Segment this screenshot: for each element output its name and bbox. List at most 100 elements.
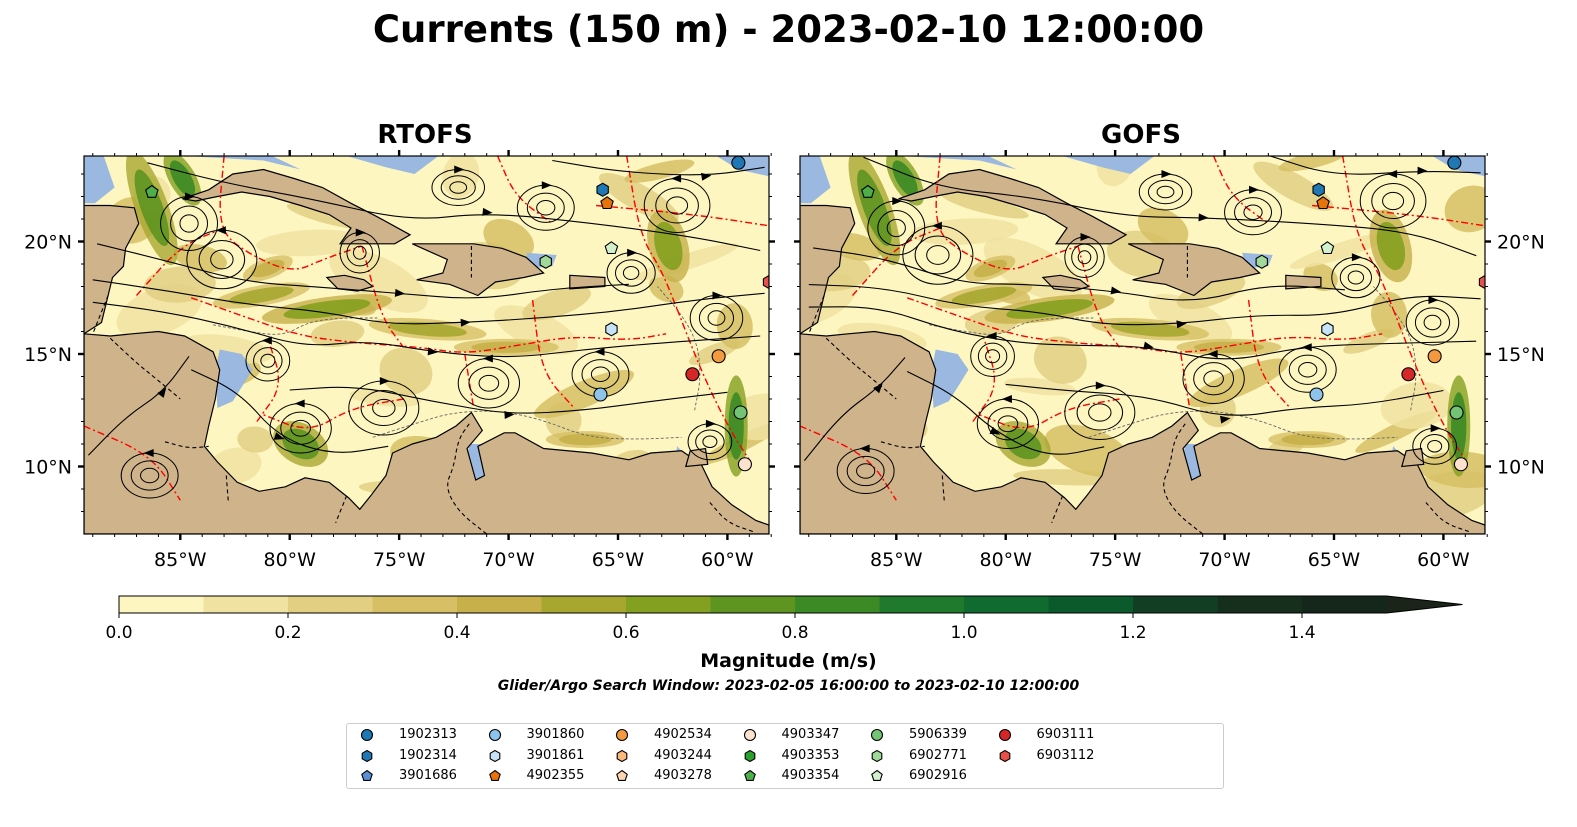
- panel-title-rtofs: RTOFS: [377, 120, 473, 150]
- x-tick-label: 80°W: [979, 549, 1032, 571]
- eez-boundary: [1342, 156, 1394, 310]
- eddy-streamline: [526, 192, 565, 223]
- eddy-streamline: [352, 245, 367, 260]
- shallow-water: [800, 156, 831, 204]
- eddy-streamline: [622, 266, 640, 280]
- float-marker-1902313: [731, 156, 746, 170]
- x-tick-label: 65°W: [592, 549, 645, 571]
- float-marker-3901860: [1309, 387, 1324, 402]
- eddy-streamline: [253, 347, 283, 375]
- eddy-streamline: [614, 259, 648, 287]
- streamline: [92, 279, 765, 325]
- float-marker-6903111: [685, 367, 700, 382]
- float-marker-6902916: [604, 241, 619, 255]
- eddy-streamline: [210, 249, 234, 270]
- streamline-arrow: [541, 181, 552, 190]
- streamline-arrow: [1249, 185, 1260, 194]
- colorbar-tick-label: 1.2: [1119, 623, 1146, 643]
- eez-boundary: [496, 156, 553, 225]
- speed-contour: [379, 347, 433, 396]
- streamline-arrow: [1110, 286, 1122, 295]
- eddy-streamline: [198, 239, 246, 280]
- speed-contour: [169, 160, 196, 197]
- eddy-streamline: [1203, 370, 1224, 388]
- streamline-arrow: [1161, 170, 1172, 178]
- speed-contour: [283, 299, 371, 319]
- legend-label: 1902313: [399, 727, 457, 742]
- streamline-arrow: [273, 432, 285, 440]
- eddy-streamline: [666, 196, 689, 215]
- streamline: [96, 243, 629, 299]
- legend-marker-icon: [488, 728, 501, 742]
- legend-marker-icon: [616, 749, 628, 762]
- streamline-arrow: [1207, 350, 1218, 358]
- eddy-streamline: [856, 463, 876, 479]
- map-panel-rtofs: 85°W 80°W 75°W 70°W 65°W 60°W 20°N 15°N 10°N: [24, 150, 775, 571]
- colorbar-segment: [288, 596, 373, 613]
- eddy-streamline: [1298, 362, 1318, 378]
- eez-boundary: [676, 308, 750, 461]
- legend-marker-6902916: [871, 769, 883, 781]
- eddy-streamline: [1243, 204, 1263, 220]
- land-mass: [800, 204, 856, 335]
- streamline-arrow: [427, 347, 438, 356]
- legend-label: 6903111: [1036, 727, 1095, 742]
- eddy-streamline: [590, 366, 611, 382]
- colorbar-tick-label: 0.0: [105, 623, 132, 643]
- colorbar-tick-label: 1.4: [1288, 623, 1315, 643]
- legend-marker-icon: [361, 749, 373, 762]
- legend-marker-3901860: [488, 728, 501, 742]
- eddy-streamline: [655, 187, 699, 224]
- speed-contour: [143, 266, 216, 303]
- speed-contour: [1004, 428, 1042, 460]
- colorbar-segment: [710, 596, 796, 613]
- legend-label: 3901860: [526, 727, 585, 742]
- streamline: [906, 371, 1105, 455]
- legend-marker-4903353: [744, 749, 755, 762]
- legend-marker-6902771: [871, 749, 883, 762]
- legend-label: 4903354: [781, 768, 840, 783]
- isobath-line: [657, 286, 701, 411]
- legend-label: 4903353: [781, 747, 840, 763]
- country-border: [825, 337, 897, 400]
- streamline-arrow: [143, 449, 154, 457]
- streamline-arrow: [482, 354, 493, 363]
- x-tick-label: 65°W: [1308, 549, 1361, 571]
- eez-boundary: [1077, 245, 1121, 348]
- eez-boundary: [979, 398, 1120, 429]
- eddy-streamline: [1339, 263, 1373, 292]
- float-marker-6903112: [1478, 274, 1485, 290]
- country-border: [92, 295, 109, 335]
- float-marker-6902771: [1255, 254, 1268, 269]
- legend-marker-3901861: [489, 749, 500, 762]
- streamline-arrow: [1080, 233, 1091, 241]
- speed-contour: [728, 392, 744, 460]
- country-border: [709, 502, 754, 533]
- speed-contour: [1193, 341, 1264, 353]
- streamline-arrow: [185, 192, 196, 201]
- y-tick-label: 10°N: [24, 457, 72, 479]
- eez-boundary: [935, 156, 1079, 270]
- speed-contour: [654, 221, 683, 271]
- legend-marker-icon: [360, 728, 374, 742]
- figure-title: Currents (150 m) - 2023-02-10 12:00:00: [372, 8, 1205, 51]
- streamline-arrow: [627, 248, 638, 257]
- streamline-arrow: [671, 174, 682, 183]
- speed-contour: [1176, 275, 1246, 310]
- legend-label: 6902771: [909, 747, 967, 763]
- speed-contour: [1110, 321, 1190, 337]
- speed-contour: [1148, 293, 1233, 344]
- eddy-streamline: [1234, 197, 1273, 228]
- streamline-arrow: [1428, 296, 1439, 304]
- float-marker-4903354: [145, 184, 159, 198]
- legend-marker-icon: [998, 728, 1011, 742]
- eddy-streamline: [707, 310, 726, 326]
- speed-contour: [1380, 382, 1453, 429]
- streamline-arrow: [1176, 320, 1187, 329]
- colorbar-tick-label: 0.4: [443, 623, 470, 643]
- eddy-streamline: [1419, 434, 1450, 459]
- country-border: [164, 441, 209, 449]
- eddy-streamline: [360, 389, 408, 427]
- shallow-water: [1062, 156, 1155, 174]
- land-mass: [1400, 447, 1425, 468]
